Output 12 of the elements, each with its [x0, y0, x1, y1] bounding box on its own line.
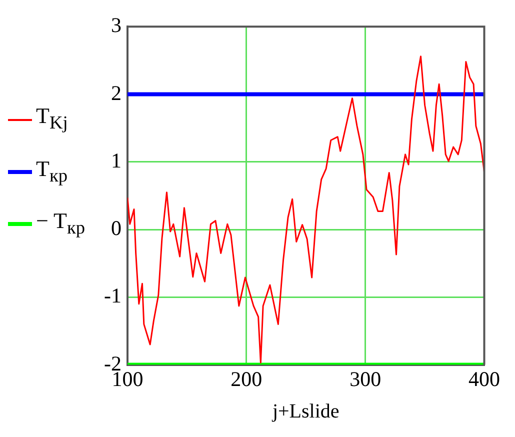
x-axis-title: j+Lslide: [271, 400, 340, 422]
x-tick-label: 200: [230, 366, 262, 391]
x-tick-label: 400: [468, 366, 500, 391]
y-tick-label: -1: [104, 284, 122, 308]
y-tick-label: 3: [110, 13, 122, 38]
x-tick-label: 300: [350, 366, 382, 391]
y-tick-label: 1: [110, 148, 122, 172]
legend-label: T$_{кр}$: [36, 156, 68, 188]
y-tick-label: 2: [110, 80, 122, 105]
legend-label: − T$_{кр}$: [36, 208, 86, 240]
legend-label: T$_{Kj}$: [36, 103, 68, 135]
y-tick-label: 0: [110, 216, 122, 240]
